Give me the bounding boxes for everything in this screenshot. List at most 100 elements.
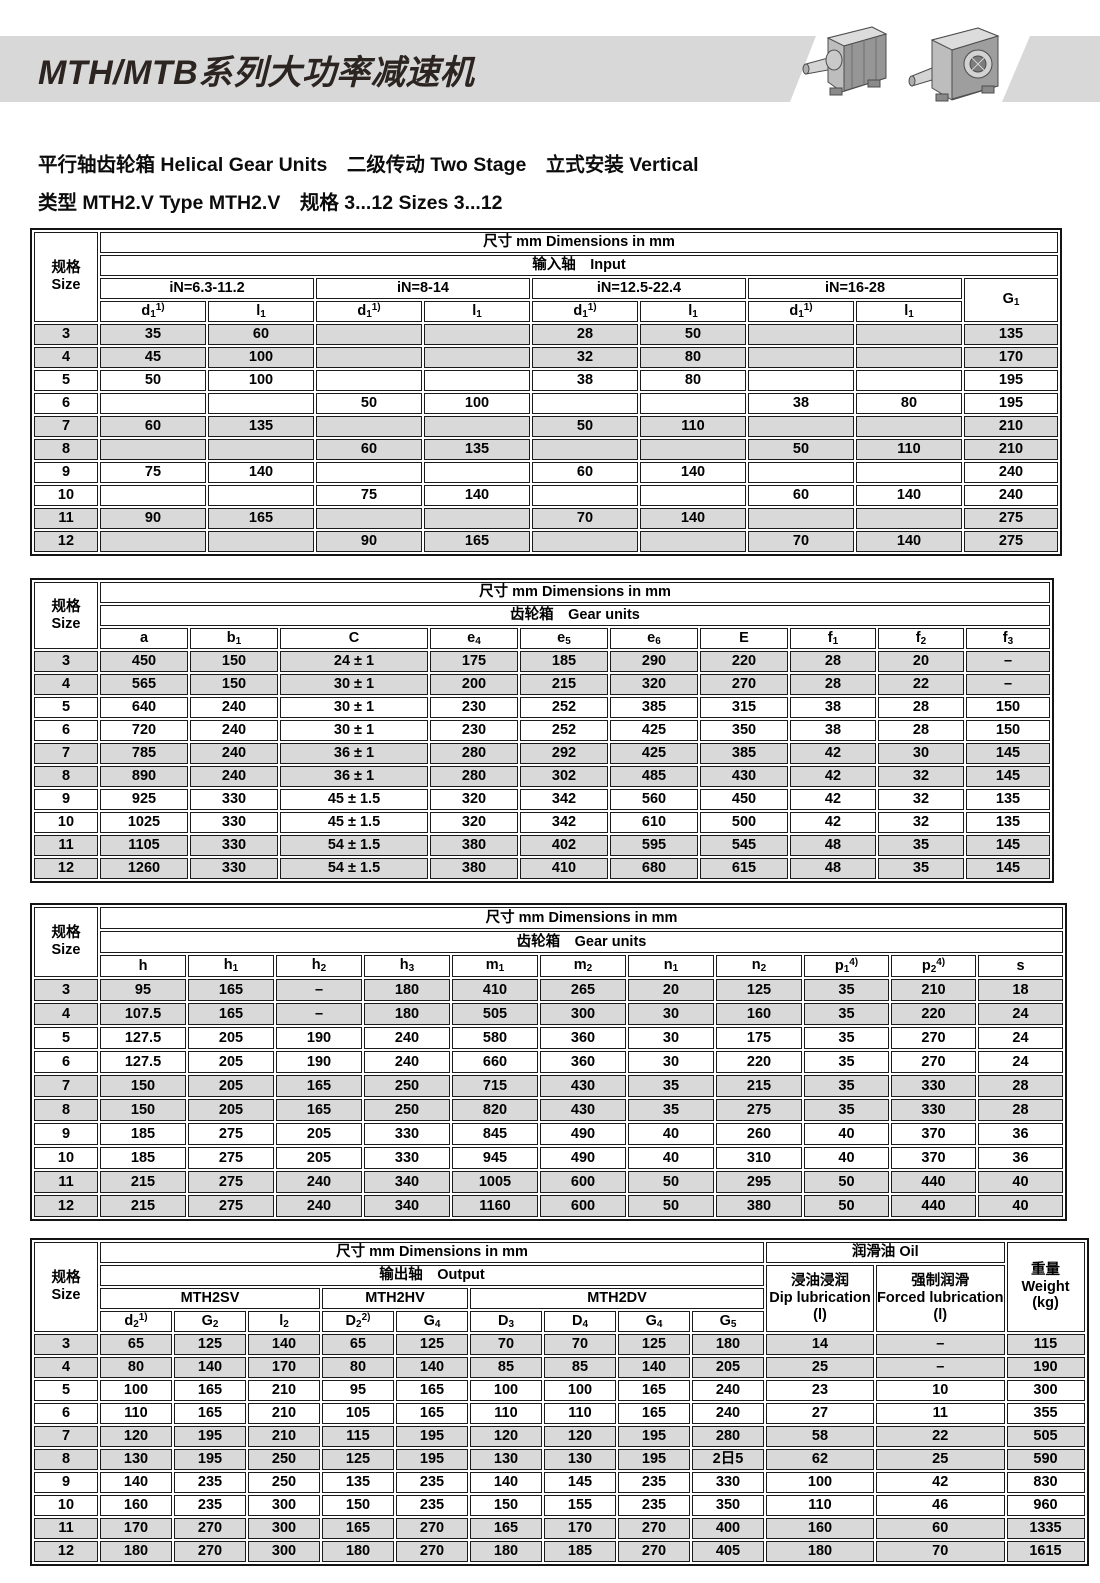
data-cell: 50 [804, 1195, 889, 1217]
data-cell: 270 [174, 1541, 246, 1562]
header-cell: n2 [716, 955, 802, 977]
header-cell: e4 [430, 628, 518, 649]
data-cell [532, 393, 638, 414]
data-cell: 680 [610, 858, 698, 879]
data-cell: 330 [692, 1472, 764, 1493]
data-cell: 600 [540, 1171, 626, 1193]
data-cell: 342 [520, 812, 608, 833]
data-cell: 165 [174, 1380, 246, 1401]
data-cell: 165 [424, 531, 530, 552]
data-cell: 27 [766, 1403, 874, 1424]
data-cell: 590 [1006, 1449, 1085, 1470]
data-cell: 145 [966, 835, 1050, 856]
size-cell: 12 [34, 531, 98, 552]
header-cell: f3 [966, 628, 1050, 649]
data-cell: 195 [396, 1426, 468, 1447]
data-cell: 210 [248, 1426, 320, 1447]
data-cell: 110 [470, 1403, 542, 1424]
data-cell: 320 [430, 812, 518, 833]
data-cell: 100 [470, 1380, 542, 1401]
data-cell: 140 [640, 508, 746, 529]
header-cell: h1 [188, 955, 274, 977]
size-header: 规格 Size [34, 232, 98, 322]
data-cell [856, 416, 962, 437]
header-cell: D22) [322, 1311, 394, 1332]
table-row: 10 1025 330 45 ± 1.5 320 342 610 500 42 32 135 [34, 812, 1050, 833]
size-cell: 9 [34, 1472, 98, 1493]
data-cell: 24 ± 1 [280, 651, 428, 672]
data-cell: 28 [978, 1099, 1063, 1121]
data-cell: 28 [978, 1075, 1063, 1097]
oil-header: 润滑油 Oil [766, 1242, 1005, 1263]
data-cell: 125 [396, 1334, 468, 1355]
data-cell: 90 [316, 531, 422, 552]
size-cell: 4 [34, 1003, 98, 1025]
data-cell: 165 [396, 1380, 468, 1401]
size-cell: 11 [34, 1518, 98, 1539]
data-cell [424, 324, 530, 345]
header-cell: h3 [364, 955, 450, 977]
data-cell: 140 [856, 531, 962, 552]
data-cell: 135 [966, 789, 1050, 810]
data-cell: 720 [100, 720, 188, 741]
header-cell: G2 [174, 1311, 246, 1332]
gear-units-header: 齿轮箱 Gear units [100, 605, 1050, 626]
header-cell: d11) [316, 301, 422, 322]
data-cell: 380 [716, 1195, 802, 1217]
data-cell: 195 [174, 1449, 246, 1470]
data-cell [640, 439, 746, 460]
data-cell: 40 [978, 1171, 1063, 1193]
data-cell: 270 [891, 1051, 976, 1073]
size-cell: 4 [34, 674, 98, 695]
data-cell: 110 [100, 1403, 172, 1424]
data-cell: 36 ± 1 [280, 743, 428, 764]
header-cell: G4 [396, 1311, 468, 1332]
data-cell: 300 [1006, 1380, 1085, 1401]
data-cell: 370 [891, 1123, 976, 1145]
data-cell: 185 [100, 1147, 186, 1169]
data-cell: 960 [1006, 1495, 1085, 1516]
table-row: 6 127.5 205 190 240 660 360 30 220 35 270 24 [34, 1051, 1063, 1073]
size-cell: 3 [34, 1334, 98, 1355]
data-cell: 280 [692, 1426, 764, 1447]
data-cell [208, 393, 314, 414]
data-cell: 35 [878, 835, 964, 856]
data-cell: 360 [540, 1051, 626, 1073]
data-cell: – [966, 674, 1050, 695]
data-cell: 180 [470, 1541, 542, 1562]
data-cell: 35 [804, 1003, 889, 1025]
data-cell: 150 [190, 674, 278, 695]
data-cell: 170 [248, 1357, 320, 1378]
data-cell: 70 [544, 1334, 616, 1355]
table-row: 4 565 150 30 ± 1 200 215 320 270 28 22– [34, 674, 1050, 695]
data-cell: 80 [640, 347, 746, 368]
size-cell: 5 [34, 370, 98, 391]
data-cell [316, 324, 422, 345]
data-cell: 330 [364, 1123, 450, 1145]
data-cell: 170 [544, 1518, 616, 1539]
data-cell: 42 [790, 766, 876, 787]
data-cell: 330 [190, 789, 278, 810]
data-cell: 240 [364, 1051, 450, 1073]
title-band: MTH/MTB系列大功率减速机 [0, 36, 816, 102]
data-cell: 180 [692, 1334, 764, 1355]
table-row: 7 120 195 210 115 195 120 120 195 280 58 22 505 [34, 1426, 1085, 1447]
data-cell: 127.5 [100, 1051, 186, 1073]
table-row: 9 925 330 45 ± 1.5 320 342 560 450 42 32 135 [34, 789, 1050, 810]
data-cell: 30 ± 1 [280, 697, 428, 718]
data-cell [532, 485, 638, 506]
data-cell: 230 [430, 720, 518, 741]
data-cell: 330 [364, 1147, 450, 1169]
data-cell: 165 [188, 979, 274, 1001]
data-cell: 210 [964, 416, 1058, 437]
data-cell: 45 [100, 347, 206, 368]
data-cell: 65 [100, 1334, 172, 1355]
data-cell: 240 [190, 720, 278, 741]
header-cell: e6 [610, 628, 698, 649]
size-cell: 12 [34, 858, 98, 879]
data-cell [208, 485, 314, 506]
data-cell: 180 [100, 1541, 172, 1562]
table-row: 5 640 240 30 ± 1 230 252 385 315 38 28 150 [34, 697, 1050, 718]
data-cell [424, 508, 530, 529]
data-cell: 250 [248, 1472, 320, 1493]
